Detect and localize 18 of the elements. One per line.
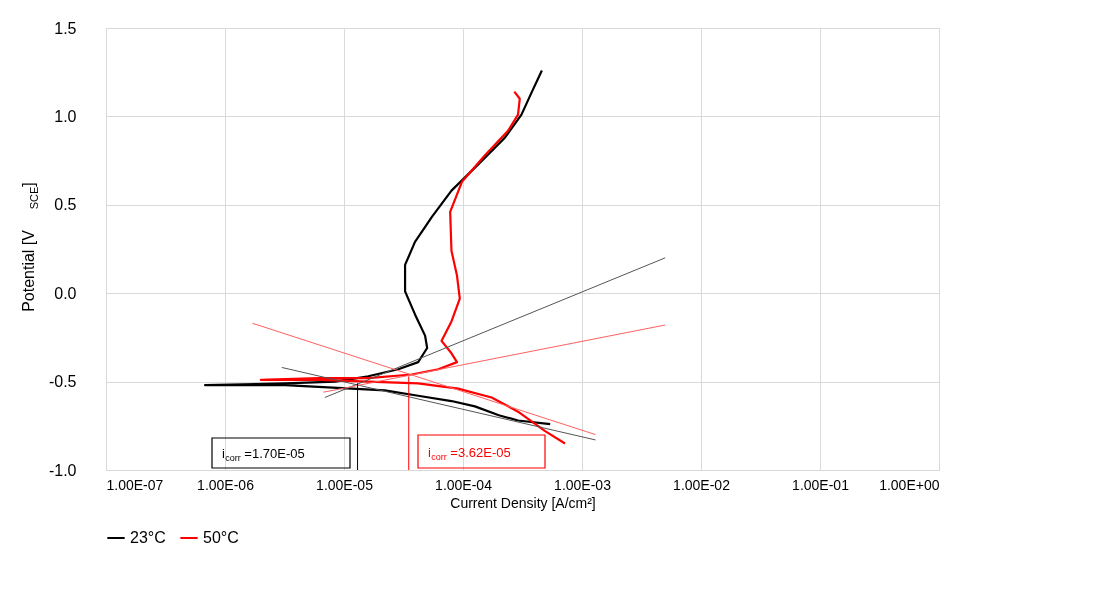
x-tick-label: 1.00E-04 xyxy=(435,476,493,493)
x-tick-label: 1.00E+00 xyxy=(879,476,940,493)
x-axis-title: Current Density [A/cm²] xyxy=(450,494,596,511)
y-tick-label: 1.0 xyxy=(54,107,77,125)
y-tick-label: 1.5 xyxy=(54,19,77,37)
x-tick-label: 1.00E-01 xyxy=(792,476,850,493)
legend-label: 50°C xyxy=(203,529,239,546)
x-tick-label: 1.00E-05 xyxy=(316,476,374,493)
y-tick-label: -0.5 xyxy=(48,373,77,391)
x-tick-label: 1.00E-06 xyxy=(197,476,255,493)
text: Potential [VSCE] xyxy=(20,182,40,312)
x-tick-label: 1.00E-02 xyxy=(673,476,731,493)
x-tick-label: 1.00E-03 xyxy=(554,476,612,493)
y-tick-label: -1.0 xyxy=(48,461,77,479)
legend-label: 23°C xyxy=(130,529,166,546)
y-tick-label: 0.0 xyxy=(54,284,77,302)
x-tick-label: 1.00E-07 xyxy=(106,476,164,493)
y-tick-label: 0.5 xyxy=(54,196,77,214)
